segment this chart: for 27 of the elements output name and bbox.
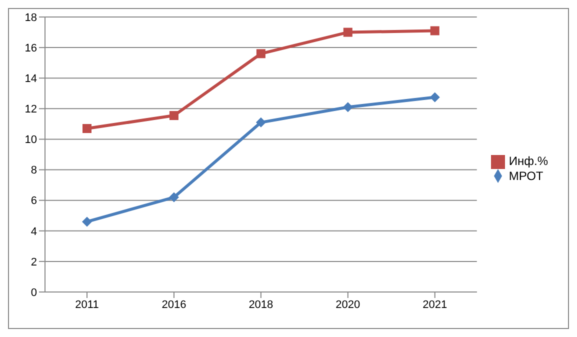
point	[82, 124, 92, 134]
legend-label: МРОТ	[508, 168, 544, 182]
x-tick-label: 2016	[162, 298, 186, 311]
y-tick-label: 8	[30, 164, 37, 177]
legend-label: Инф.%	[508, 154, 548, 168]
x-tick-label: 2020	[336, 298, 360, 311]
x-tick-label: 2018	[248, 298, 274, 311]
point	[82, 216, 92, 227]
y-tick-label: 14	[24, 73, 37, 86]
y-tick-label: 4	[30, 226, 37, 238]
y-tick-label: 16	[24, 42, 37, 54]
point	[256, 117, 266, 128]
y-tick-label: 18	[24, 12, 37, 24]
point	[169, 111, 178, 120]
point	[343, 28, 352, 37]
x-tick-label: 2021	[422, 298, 448, 311]
y-tick-label: 6	[30, 195, 37, 208]
y-tick-label: 10	[24, 134, 37, 146]
point	[430, 26, 440, 36]
point	[430, 92, 440, 102]
y-tick-label: 2	[30, 256, 37, 268]
y-tick-label: 12	[24, 104, 37, 116]
point	[168, 192, 179, 202]
x-tick-label: 2011	[75, 298, 99, 311]
point	[342, 102, 353, 112]
point	[256, 49, 266, 58]
y-tick-label: 0	[30, 286, 37, 299]
